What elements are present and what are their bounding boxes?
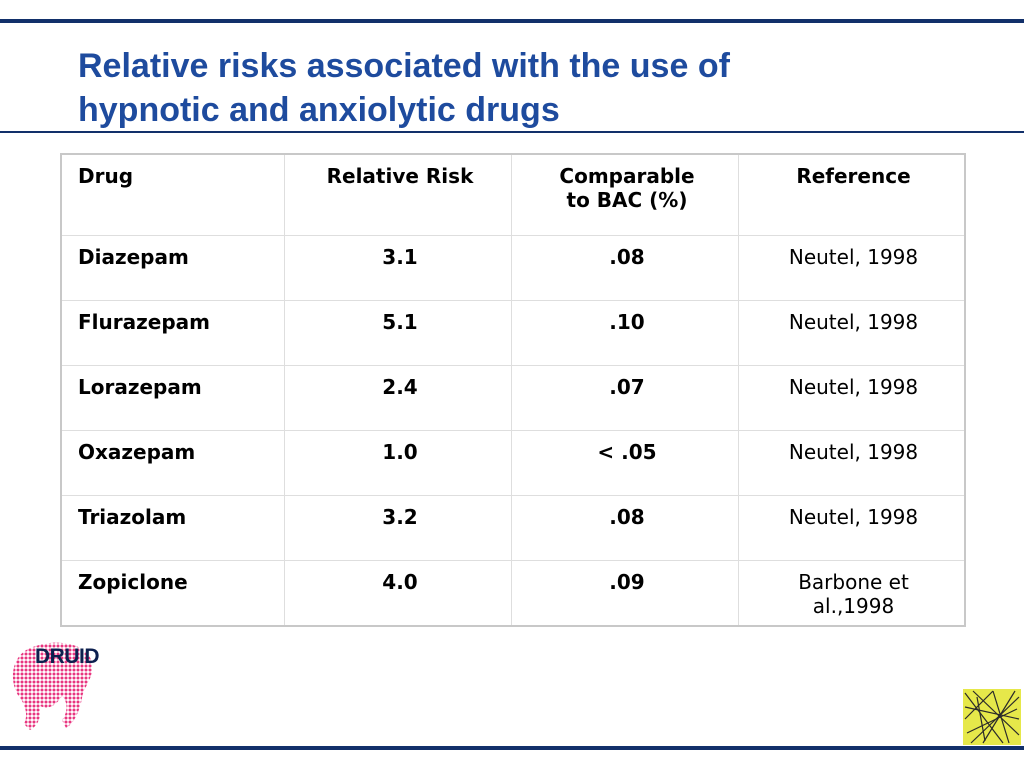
header-drug: Drug: [60, 153, 285, 236]
cell-reference: Neutel, 1998: [738, 365, 966, 431]
cell-relative-risk: 3.1: [284, 235, 512, 301]
cell-reference: Neutel, 1998: [738, 430, 966, 496]
cell-drug: Flurazepam: [60, 300, 285, 366]
cell-drug: Zopiclone: [60, 560, 285, 627]
cell-relative-risk: 3.2: [284, 495, 512, 561]
cell-drug: Lorazepam: [60, 365, 285, 431]
druid-logo-text: DRUID: [35, 645, 100, 668]
table-row: Triazolam 3.2 .08 Neutel, 1998: [60, 495, 966, 561]
table-row: Diazepam 3.1 .08 Neutel, 1998: [60, 235, 966, 301]
cell-reference: Neutel, 1998: [738, 235, 966, 301]
cell-drug: Triazolam: [60, 495, 285, 561]
cell-relative-risk: 1.0: [284, 430, 512, 496]
top-rule: [0, 19, 1024, 23]
header-reference: Reference: [738, 153, 966, 236]
table-row: Oxazepam 1.0 < .05 Neutel, 1998: [60, 430, 966, 496]
table-row: Zopiclone 4.0 .09 Barbone et al.,1998: [60, 560, 966, 627]
cell-comparable-bac: .08: [511, 495, 739, 561]
cell-relative-risk: 5.1: [284, 300, 512, 366]
cell-comparable-bac: < .05: [511, 430, 739, 496]
relative-risk-table: Drug Relative Risk Comparable to BAC (%)…: [60, 153, 966, 627]
slide-title-line-1: Relative risks associated with the use o…: [78, 47, 730, 85]
table-row: Flurazepam 5.1 .10 Neutel, 1998: [60, 300, 966, 366]
cell-relative-risk: 4.0: [284, 560, 512, 627]
header-comparable-bac: Comparable to BAC (%): [511, 153, 739, 236]
bottom-rule: [0, 746, 1024, 750]
cell-drug: Diazepam: [60, 235, 285, 301]
header-relative-risk: Relative Risk: [284, 153, 512, 236]
title-rule: [0, 131, 1024, 133]
header-comparable-line-2: to BAC (%): [566, 188, 688, 212]
elephant-dotted-logo-icon: [12, 642, 93, 730]
cell-relative-risk: 2.4: [284, 365, 512, 431]
cell-reference: Neutel, 1998: [738, 300, 966, 366]
cell-comparable-bac: .09: [511, 560, 739, 627]
cell-comparable-bac: .07: [511, 365, 739, 431]
slide-title: Relative risks associated with the use o…: [78, 44, 978, 132]
table-header-row: Drug Relative Risk Comparable to BAC (%)…: [60, 153, 966, 236]
table-row: Lorazepam 2.4 .07 Neutel, 1998: [60, 365, 966, 431]
cell-comparable-bac: .08: [511, 235, 739, 301]
cell-reference: Neutel, 1998: [738, 495, 966, 561]
cell-comparable-bac: .10: [511, 300, 739, 366]
cell-drug: Oxazepam: [60, 430, 285, 496]
header-comparable-line-1: Comparable: [559, 164, 695, 188]
crosshatch-logo-icon: [963, 689, 1021, 745]
cell-reference: Barbone et al.,1998: [738, 560, 966, 627]
slide-title-line-2: hypnotic and anxiolytic drugs: [78, 91, 560, 129]
